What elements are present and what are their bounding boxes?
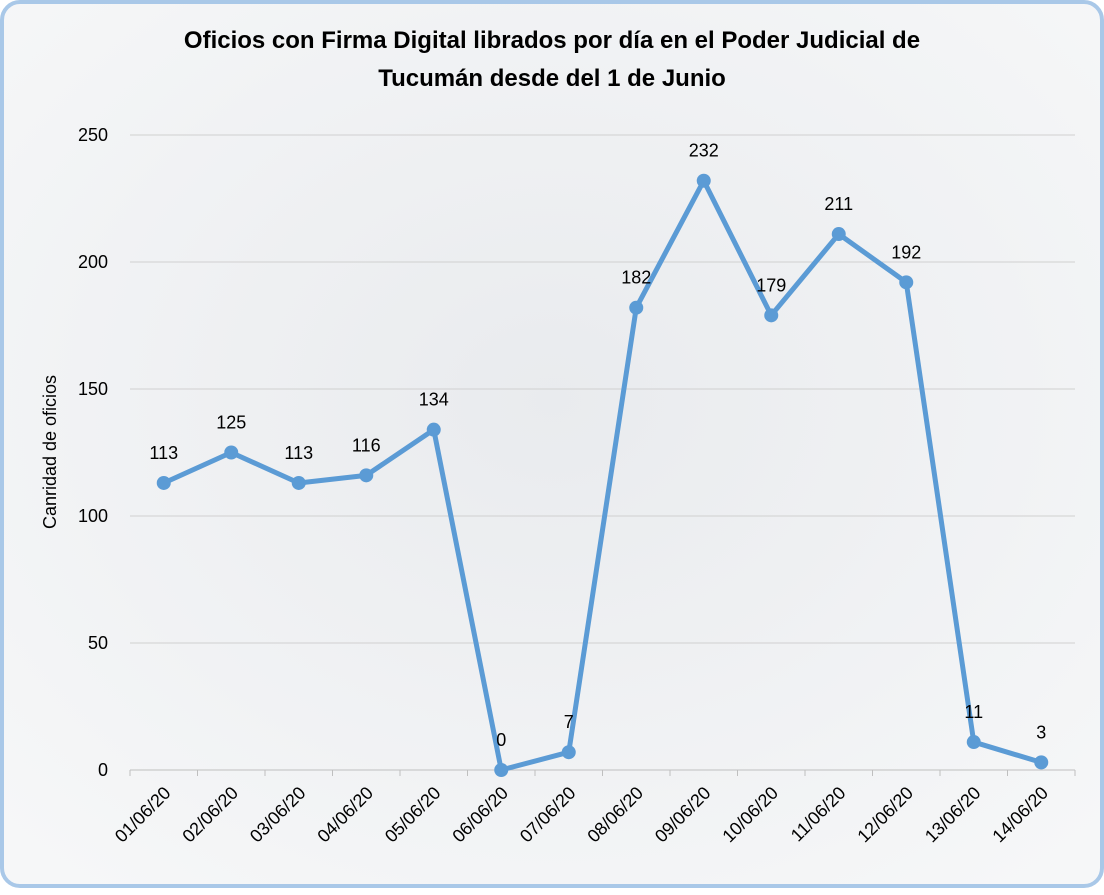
y-tick-label: 200 <box>78 252 108 272</box>
y-tick-label: 250 <box>78 125 108 145</box>
data-label: 3 <box>1036 722 1046 742</box>
data-label: 182 <box>621 268 651 288</box>
data-point <box>899 275 914 290</box>
data-label: 211 <box>824 194 853 214</box>
data-point <box>426 422 441 437</box>
y-axis-label: Canridad de oficios <box>40 375 60 529</box>
data-point <box>494 763 509 777</box>
data-point <box>629 300 644 315</box>
data-label: 0 <box>496 730 506 750</box>
data-label: 179 <box>756 275 786 295</box>
data-point <box>156 475 171 490</box>
data-point <box>291 475 306 490</box>
data-label: 192 <box>891 242 921 262</box>
data-label: 232 <box>689 141 719 161</box>
data-point <box>696 173 711 188</box>
y-tick-label: 150 <box>78 379 108 399</box>
y-tick-label: 100 <box>78 506 108 526</box>
data-label: 134 <box>419 390 449 410</box>
data-point <box>561 745 576 760</box>
data-point <box>224 445 239 460</box>
data-label: 7 <box>564 712 574 732</box>
data-label: 113 <box>284 443 313 463</box>
data-point <box>1034 755 1049 770</box>
data-label: 113 <box>149 443 178 463</box>
y-tick-label: 50 <box>88 633 108 653</box>
data-point <box>359 468 374 483</box>
data-label: 116 <box>352 435 381 455</box>
chart-title: Tucumán desde del 1 de Junio <box>378 65 726 92</box>
data-point <box>831 227 846 242</box>
data-point <box>966 735 981 750</box>
data-line <box>162 178 1042 773</box>
chart-title: Oficios con Firma Digital librados por d… <box>184 27 920 54</box>
data-label: 11 <box>964 702 983 722</box>
y-tick-label: 0 <box>98 760 108 780</box>
data-label: 125 <box>216 413 246 433</box>
data-point <box>764 308 779 323</box>
